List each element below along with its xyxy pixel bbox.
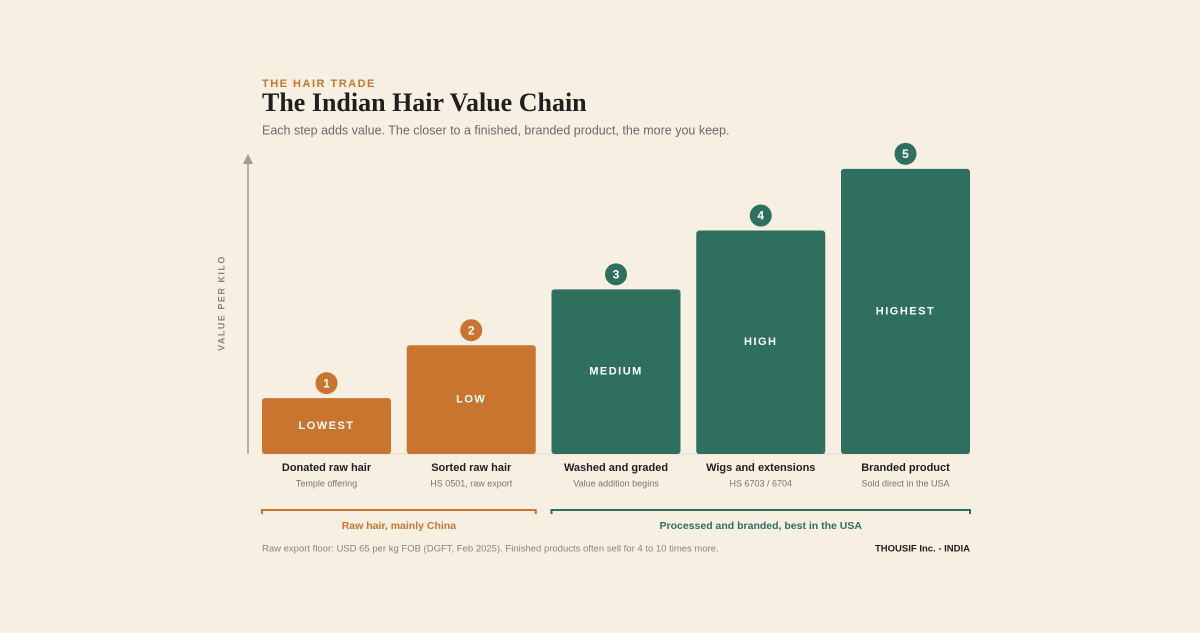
x-sublabel: Temple offering <box>296 478 357 488</box>
step-number: 1 <box>323 376 330 390</box>
x-tick-label: Donated raw hair <box>282 462 372 474</box>
bar-label: MEDIUM <box>589 366 643 378</box>
bar <box>406 345 536 454</box>
credit: THOUSIF Inc. - INDIA <box>875 544 970 555</box>
x-tick-label: Wigs and extensions <box>706 462 815 474</box>
group-bracket <box>261 509 537 514</box>
step-badge <box>315 372 338 395</box>
bar-label: HIGH <box>744 336 778 348</box>
step-badge <box>460 319 483 342</box>
x-sublabel: HS 6703 / 6704 <box>729 478 792 488</box>
footnote: Raw export floor: USD 65 per kg FOB (DGF… <box>262 544 719 555</box>
step-badge <box>605 263 627 286</box>
chart-title: The Indian Hair Value Chain <box>262 88 587 117</box>
eyebrow: THE HAIR TRADE <box>262 78 376 90</box>
group-label: Raw hair, mainly China <box>342 520 457 532</box>
step-badge <box>749 204 772 227</box>
x-sublabel: HS 0501, raw export <box>430 478 513 488</box>
x-sublabel: Value addition begins <box>573 478 659 488</box>
step-number: 2 <box>468 323 475 337</box>
bar <box>262 398 391 454</box>
bar-label: LOW <box>456 394 486 406</box>
x-tick-label: Sorted raw hair <box>431 462 512 474</box>
bar <box>841 168 970 454</box>
bar <box>696 230 826 454</box>
y-axis-arrow <box>243 154 253 164</box>
step-number: 5 <box>902 147 909 161</box>
group-bracket <box>550 509 971 514</box>
y-axis-label: VALUE PER KILO <box>216 255 226 351</box>
x-tick-label: Washed and graded <box>564 462 668 474</box>
step-number: 3 <box>613 268 620 282</box>
subtitle: Each step adds value. The closer to a fi… <box>262 123 729 137</box>
group-label: Processed and branded, best in the USA <box>660 520 863 532</box>
bar-label: HIGHEST <box>876 305 935 317</box>
x-sublabel: Sold direct in the USA <box>861 478 949 488</box>
x-tick-label: Branded product <box>861 462 950 474</box>
step-number: 4 <box>757 209 764 223</box>
step-badge <box>894 142 917 165</box>
bar <box>551 289 681 454</box>
bar-label: LOWEST <box>298 420 354 432</box>
